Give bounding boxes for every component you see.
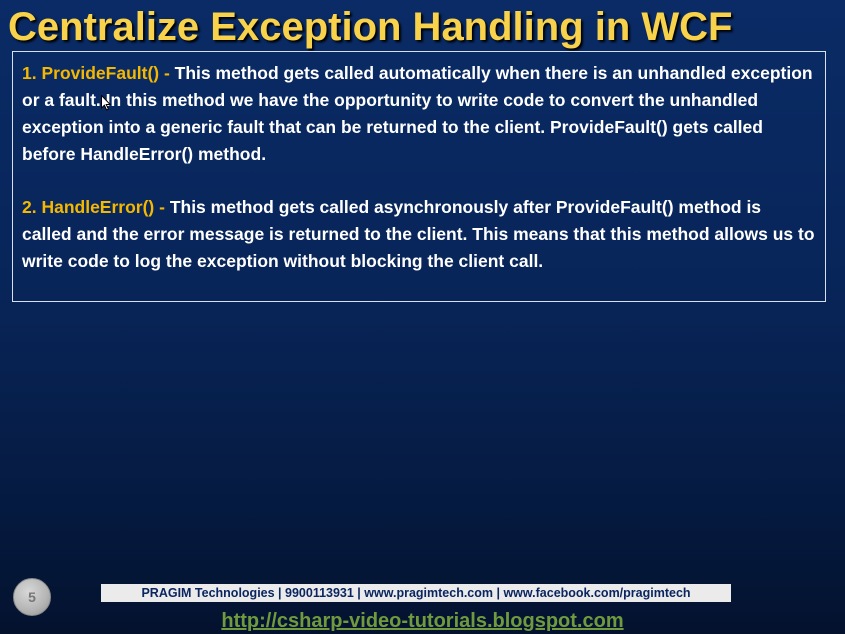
- slide-number-badge: 5: [13, 578, 51, 616]
- blog-link[interactable]: http://csharp-video-tutorials.blogspot.c…: [221, 610, 624, 632]
- handle-error-paragraph: 2. HandleError() - This method gets call…: [22, 194, 815, 275]
- provide-fault-paragraph: 1. ProvideFault() - This method gets cal…: [22, 60, 815, 168]
- provide-fault-term: 1. ProvideFault() -: [22, 63, 170, 83]
- provide-fault-description: This method gets called automatically wh…: [22, 63, 813, 164]
- handle-error-description: This method gets called asynchronously a…: [22, 197, 815, 271]
- mouse-pointer-icon: [101, 95, 111, 111]
- slide-title: Centralize Exception Handling in WCF: [8, 5, 733, 49]
- content-box: 1. ProvideFault() - This method gets cal…: [12, 51, 826, 302]
- handle-error-term: 2. HandleError() -: [22, 197, 165, 217]
- footer-contact-bar: PRAGIM Technologies | 9900113931 | www.p…: [101, 584, 731, 602]
